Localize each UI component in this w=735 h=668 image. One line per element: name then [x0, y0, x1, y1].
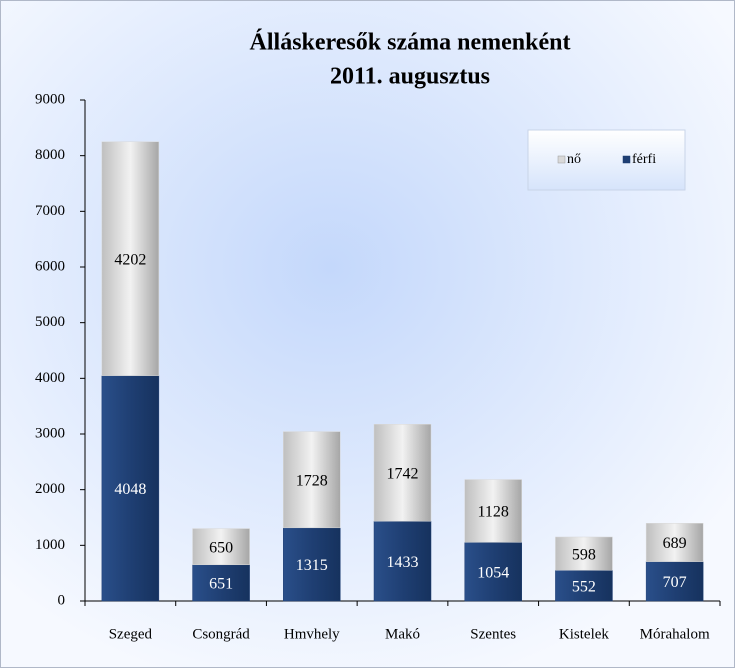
bar-segment [101, 375, 160, 602]
y-tick-label: 1000 [35, 537, 65, 553]
bar-segment [373, 424, 432, 522]
y-tick-label: 2000 [35, 481, 65, 497]
bar-segment [555, 570, 613, 602]
bar-segment [373, 520, 432, 602]
bar-segment [283, 431, 341, 529]
data-label: 1433 [387, 554, 419, 571]
y-tick-label: 8000 [35, 147, 65, 163]
data-label: 707 [663, 574, 687, 591]
bar-segment [555, 536, 613, 571]
bar-segment [192, 564, 250, 602]
legend-swatch [622, 155, 631, 164]
data-label: 4048 [114, 481, 146, 498]
y-tick-label: 5000 [35, 314, 65, 330]
x-tick-label: Makó [385, 626, 420, 642]
data-label: 650 [209, 539, 233, 556]
bar-segment [101, 141, 160, 376]
y-tick-label: 4000 [35, 370, 65, 386]
bar-segment [645, 561, 704, 602]
legend-label: férfi [632, 152, 656, 167]
bar-segment [283, 527, 341, 602]
data-label: 552 [572, 578, 596, 595]
bar-segment [192, 528, 250, 566]
bar-segment [645, 523, 704, 562]
y-tick-label: 7000 [35, 203, 65, 219]
x-tick-label: Hmvhely [284, 626, 340, 642]
y-tick-label: 6000 [35, 258, 65, 274]
data-label: 689 [663, 535, 687, 552]
legend-label: nő [567, 152, 581, 167]
legend-box [527, 129, 686, 191]
y-tick-label: 0 [58, 592, 66, 608]
legend-swatch [557, 155, 566, 164]
x-tick-label: Csongrád [192, 626, 250, 642]
x-tick-label: Kistelek [559, 626, 609, 642]
data-label: 1728 [296, 472, 328, 489]
data-label: 1315 [296, 557, 328, 574]
y-tick-label: 3000 [35, 425, 65, 441]
data-label: 598 [572, 546, 596, 563]
x-tick-label: Szeged [109, 626, 153, 642]
data-label: 1128 [478, 504, 509, 521]
data-label: 651 [209, 576, 233, 593]
data-label: 1054 [477, 564, 509, 581]
x-tick-label: Szentes [470, 626, 516, 642]
data-label: 4202 [114, 251, 146, 268]
x-tick-label: Mórahalom [640, 626, 710, 642]
bar-segment [464, 479, 522, 543]
bar-segment [464, 542, 522, 602]
data-label: 1742 [387, 465, 419, 482]
chart-title: Álláskeresők száma nemenként [250, 30, 571, 56]
chart-subtitle: 2011. augusztus [330, 64, 490, 90]
y-tick-label: 9000 [35, 91, 65, 107]
